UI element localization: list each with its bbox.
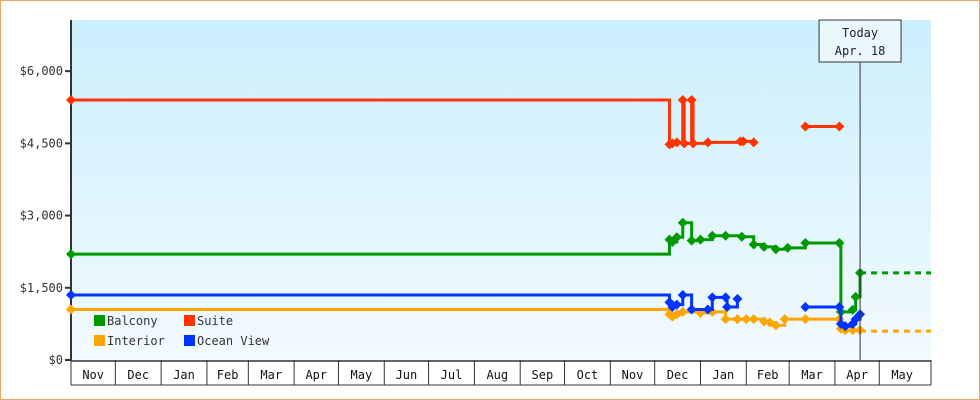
x-tick-label: Jan: [713, 368, 735, 382]
y-tick-label: $6,000: [20, 64, 63, 78]
data-point: [66, 290, 76, 301]
data-point: [732, 293, 743, 304]
x-tick-label: Aug: [486, 368, 508, 382]
series-ocean-view: [66, 290, 866, 332]
x-tick-label: Feb: [217, 368, 239, 382]
legend-swatch: [94, 315, 105, 326]
data-point: [738, 136, 749, 147]
legend-label: Suite: [197, 314, 233, 328]
x-tick-label: Jul: [441, 368, 463, 382]
data-point: [720, 314, 731, 325]
legend-label: Ocean View: [197, 334, 270, 348]
data-point: [686, 235, 697, 246]
data-point: [850, 291, 861, 302]
x-tick-label: Dec: [127, 368, 149, 382]
x-tick-label: Mar: [260, 368, 282, 382]
x-tick-label: Feb: [757, 368, 779, 382]
y-tick-label: $3,000: [20, 209, 63, 223]
data-point: [732, 314, 743, 325]
data-point: [702, 304, 713, 315]
data-point: [748, 137, 759, 148]
x-tick-label: Apr: [846, 368, 868, 382]
legend-label: Interior: [107, 334, 165, 348]
y-tick-label: $4,500: [20, 136, 63, 150]
data-point: [770, 320, 781, 331]
plot-area: [71, 20, 931, 360]
x-tick-label: May: [351, 368, 373, 382]
data-point: [779, 314, 790, 325]
data-point: [695, 234, 706, 245]
data-point: [679, 138, 690, 149]
x-tick-label: Dec: [667, 368, 689, 382]
data-point: [782, 242, 793, 253]
data-point: [677, 306, 688, 317]
data-point: [702, 137, 713, 148]
y-tick-label: $1,500: [20, 281, 63, 295]
data-point: [671, 299, 682, 310]
data-point: [671, 232, 682, 243]
data-point: [741, 314, 752, 325]
data-point: [686, 95, 697, 106]
today-date: Apr. 18: [835, 44, 886, 58]
legend-swatch: [184, 335, 195, 346]
series-suite: [66, 95, 845, 150]
data-point: [677, 217, 688, 228]
x-tick-label: Apr: [305, 368, 327, 382]
data-point: [847, 304, 858, 315]
legend-swatch: [184, 315, 195, 326]
x-tick-label: Jan: [173, 368, 195, 382]
legend-label: Balcony: [107, 314, 158, 328]
data-point: [736, 231, 747, 242]
data-point: [770, 244, 781, 255]
x-tick-label: Mar: [801, 368, 823, 382]
data-point: [834, 238, 845, 249]
data-point: [66, 95, 76, 106]
data-point: [722, 302, 733, 313]
data-point: [834, 302, 845, 313]
data-point: [677, 290, 688, 301]
legend-swatch: [94, 335, 105, 346]
data-point: [800, 121, 811, 132]
x-tick-label: Sep: [532, 368, 554, 382]
data-point: [66, 304, 76, 315]
data-point: [671, 137, 682, 148]
data-point: [707, 292, 718, 303]
today-label: Today: [842, 26, 878, 40]
data-point: [834, 121, 845, 132]
data-point: [707, 230, 718, 241]
x-tick-label: Jun: [396, 368, 418, 382]
data-point: [748, 314, 759, 325]
data-point: [748, 239, 759, 250]
data-point: [677, 95, 688, 106]
data-point: [800, 238, 811, 249]
data-point: [686, 304, 697, 315]
x-tick-label: Oct: [577, 368, 599, 382]
data-point: [759, 241, 770, 252]
x-tick-label: Nov: [622, 368, 644, 382]
data-point: [688, 138, 699, 149]
x-tick-label: May: [891, 368, 913, 382]
x-tick-label: Nov: [82, 368, 104, 382]
data-point: [720, 230, 731, 241]
data-point: [720, 292, 731, 303]
y-tick-label: $0: [49, 353, 63, 367]
data-point: [800, 302, 811, 313]
data-point: [66, 249, 76, 260]
data-point: [800, 314, 811, 325]
today-box: [818, 19, 902, 63]
